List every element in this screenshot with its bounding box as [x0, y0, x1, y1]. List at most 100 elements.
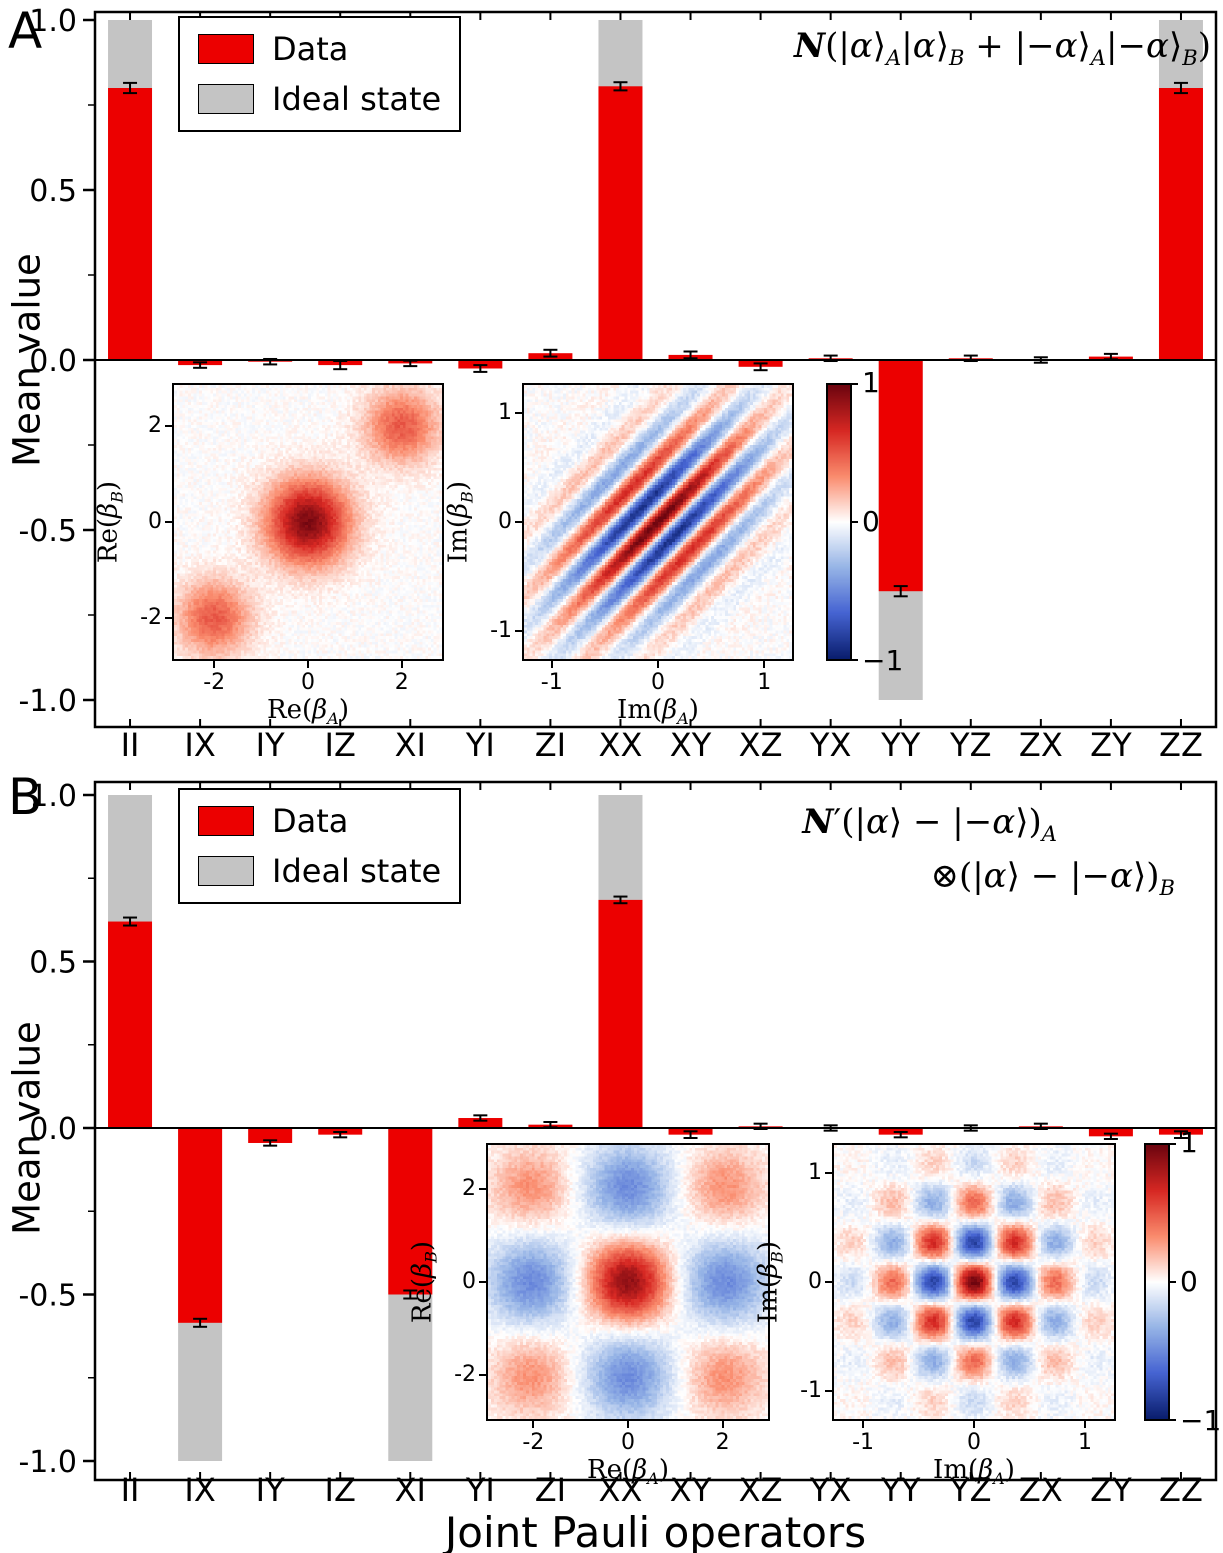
- inset-y-tick: [825, 1389, 832, 1392]
- inset-y-tick: [515, 412, 522, 415]
- y-tick-label: -1.0: [18, 684, 77, 719]
- inset-y-tick-label: 1: [808, 1160, 822, 1186]
- inset-x-tick-label: 2: [394, 670, 409, 695]
- x-tick-label-XI: XI: [395, 1471, 426, 1509]
- colorbar-tick-label: 0: [1180, 1265, 1198, 1298]
- panel-b-colorbar: [1144, 1143, 1170, 1421]
- ideal-color-swatch: [198, 856, 254, 886]
- plot-border: [93, 780, 1218, 1482]
- inset-y-tick: [165, 521, 172, 523]
- x-tick-label-ZX: ZX: [1019, 726, 1063, 764]
- bar-XI-data: [388, 1128, 433, 1295]
- inset-y-tick-label: 0: [808, 1269, 822, 1294]
- bar-XX-data: [598, 86, 643, 361]
- x-tick-label-YI: YI: [465, 1471, 495, 1509]
- x-tick-label-XI: XI: [395, 726, 426, 764]
- inset-y-tick-label: 0: [462, 1269, 476, 1294]
- inset-y-tick-label: 2: [462, 1176, 476, 1202]
- panel-b-ylabel: Mean value: [5, 1021, 49, 1235]
- x-tick-label-XY: XY: [670, 1471, 712, 1509]
- inset-x-tick: [862, 1421, 865, 1428]
- inset-y-tick: [479, 1281, 486, 1283]
- x-tick-label-ZZ: ZZ: [1159, 726, 1203, 764]
- plot-border: [93, 10, 1218, 729]
- panel-b-state-formula-line2: ⊗(|α⟩ − |−α⟩)B: [930, 856, 1175, 901]
- panel-a-inset-re-heatmap: [172, 383, 444, 661]
- ideal-color-swatch: [198, 84, 254, 114]
- inset-y-tick-label: -2: [454, 1361, 476, 1387]
- x-tick-label-ZY: ZY: [1090, 726, 1132, 764]
- x-tick-label-YI: YI: [465, 726, 495, 764]
- inset-y-tick: [515, 521, 522, 523]
- panel-b-state-formula-line1: N′(|α⟩ − |−α⟩)A: [802, 802, 1057, 846]
- colorbar-tick: [852, 383, 858, 385]
- panel-a-inset-im-ylabel: Im(βB): [443, 480, 477, 564]
- x-tick-label-ZI: ZI: [535, 1471, 566, 1509]
- panel-a-legend: Data Ideal state: [178, 16, 462, 132]
- colorbar-tick-label: −1: [862, 644, 904, 677]
- bar-II-data: [108, 88, 153, 360]
- panel-b-legend: Data Ideal state: [178, 788, 462, 904]
- panel-a-state-formula: N(|α⟩A|α⟩B + |−α⟩A|−α⟩B): [793, 26, 1211, 70]
- bar-IX-data: [178, 1128, 223, 1323]
- inset-x-tick: [400, 661, 403, 668]
- bar-XX-data: [598, 899, 643, 1128]
- y-tick-label: -1.0: [18, 1445, 77, 1480]
- inset-x-tick-label: -1: [540, 670, 563, 695]
- data-color-swatch: [198, 806, 254, 836]
- x-tick-label-YX: YX: [809, 726, 851, 764]
- inset-x-tick-label: -2: [203, 670, 226, 695]
- inset-y-tick-label: -1: [800, 1377, 822, 1403]
- x-axis-title: Joint Pauli operators: [444, 1508, 867, 1553]
- bar-ZY-data: [1088, 1128, 1133, 1137]
- bar-II-data: [108, 921, 153, 1128]
- bar-YI-data: [458, 1118, 503, 1128]
- inset-x-tick: [213, 661, 216, 668]
- panel-a-inset-im-heatmap: [522, 383, 794, 661]
- inset-y-tick: [479, 1373, 486, 1376]
- panel-b-inset-re-xlabel: Re(βA): [587, 1455, 669, 1489]
- inset-y-tick: [825, 1281, 832, 1283]
- panel-a-letter: A: [8, 2, 43, 60]
- inset-x-tick-label: -1: [852, 1430, 875, 1455]
- inset-x-tick: [973, 1421, 975, 1428]
- colorbar-tick: [852, 659, 858, 661]
- x-tick-label-YZ: YZ: [949, 726, 991, 764]
- inset-x-tick: [627, 1421, 629, 1428]
- inset-y-tick-label: 2: [148, 413, 162, 439]
- inset-y-tick-label: -2: [140, 604, 162, 630]
- x-tick-label-XY: XY: [670, 726, 712, 764]
- x-tick-label-YY: YY: [880, 1471, 921, 1509]
- inset-x-tick-label: -2: [522, 1430, 545, 1455]
- x-tick-label-YZ: YZ: [949, 1471, 991, 1509]
- legend-data-label: Data: [272, 30, 349, 68]
- colorbar-tick: [1170, 1419, 1176, 1421]
- panel-a-ylabel: Mean value: [5, 253, 49, 467]
- x-tick-label-XZ: XZ: [739, 726, 783, 764]
- x-tick-label-YY: YY: [880, 726, 921, 764]
- colorbar-tick: [852, 521, 858, 523]
- y-tick-label: 0.5: [29, 174, 77, 209]
- inset-y-tick-label: 1: [498, 400, 512, 426]
- inset-y-tick: [165, 425, 172, 428]
- panel-b-state-formula: N′(|α⟩ − |−α⟩)A ⊗(|α⟩ − |−α⟩)B: [802, 796, 1175, 905]
- x-tick-label-ZX: ZX: [1019, 1471, 1063, 1509]
- y-tick-label: 0.0: [29, 344, 77, 379]
- panel-a-colorbar: [826, 383, 852, 661]
- x-tick-label-II: II: [121, 1471, 140, 1509]
- x-tick-label-ZI: ZI: [535, 726, 566, 764]
- y-tick-label: 1.0: [29, 779, 77, 814]
- inset-y-tick-label: 0: [148, 509, 162, 534]
- x-tick-label-ZY: ZY: [1090, 1471, 1132, 1509]
- panel-a-inset-im-xlabel: Im(βA): [617, 695, 699, 729]
- legend-item-data: Data: [198, 802, 441, 840]
- x-tick-label-IY: IY: [256, 726, 285, 764]
- y-tick-label: -0.5: [18, 514, 77, 549]
- colorbar-tick: [1170, 1143, 1176, 1145]
- y-tick-label: 1.0: [29, 4, 77, 39]
- colorbar-tick-label: −1: [1180, 1404, 1222, 1437]
- colorbar-tick-label: 1: [1180, 1126, 1198, 1159]
- inset-y-tick-label: 0: [498, 509, 512, 534]
